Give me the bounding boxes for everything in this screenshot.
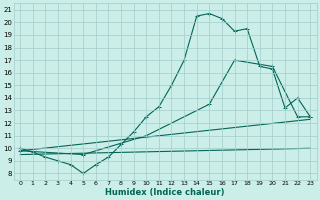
X-axis label: Humidex (Indice chaleur): Humidex (Indice chaleur) [106,188,225,197]
